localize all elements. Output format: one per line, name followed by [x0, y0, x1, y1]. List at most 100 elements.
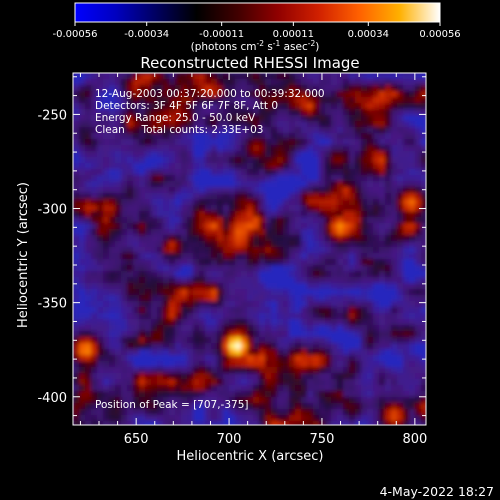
heatmap-cell — [181, 163, 188, 170]
heatmap-cell — [187, 181, 194, 188]
heatmap-cell — [187, 163, 194, 170]
heatmap-cell — [415, 421, 422, 425]
heatmap-cell — [97, 211, 104, 218]
heatmap-cell — [295, 349, 302, 356]
heatmap-cell — [337, 175, 344, 182]
heatmap-cell — [193, 301, 200, 308]
heatmap-cell — [73, 157, 80, 164]
heatmap-cell — [109, 355, 116, 362]
heatmap-cell — [127, 235, 134, 242]
heatmap-cell — [115, 229, 122, 236]
heatmap-cell — [115, 349, 122, 356]
heatmap-cell — [409, 373, 416, 380]
heatmap-cell — [175, 139, 182, 146]
heatmap-cell — [409, 367, 416, 374]
heatmap-cell — [145, 193, 152, 200]
heatmap-cell — [283, 349, 290, 356]
heatmap-cell — [409, 271, 416, 278]
heatmap-cell — [103, 253, 110, 260]
heatmap-cell — [343, 115, 350, 122]
heatmap-cell — [277, 391, 284, 398]
heatmap-cell — [103, 229, 110, 236]
heatmap-cell — [235, 403, 242, 410]
heatmap-cell — [163, 217, 170, 224]
heatmap-cell — [265, 211, 272, 218]
heatmap-cell — [331, 247, 338, 254]
heatmap-cell — [187, 235, 194, 242]
heatmap-cell — [391, 187, 398, 194]
heatmap-cell — [97, 421, 104, 425]
heatmap-cell — [397, 133, 404, 140]
heatmap-cell — [301, 253, 308, 260]
heatmap-cell — [283, 397, 290, 404]
heatmap-cell — [193, 175, 200, 182]
heatmap-cell — [205, 145, 212, 152]
heatmap-cell — [349, 229, 356, 236]
heatmap-cell — [409, 91, 416, 98]
heatmap-cell — [169, 97, 176, 104]
heatmap-cell — [253, 343, 260, 350]
heatmap-cell — [133, 85, 140, 92]
heatmap-cell — [97, 367, 104, 374]
heatmap-cell — [193, 385, 200, 392]
heatmap-cell — [313, 127, 320, 134]
heatmap-cell — [85, 157, 92, 164]
heatmap-cell — [259, 79, 266, 86]
heatmap-cell — [211, 205, 218, 212]
heatmap-cell — [235, 421, 242, 425]
heatmap-cell — [151, 409, 158, 416]
heatmap-cell — [349, 169, 356, 176]
heatmap-cell — [355, 337, 362, 344]
heatmap-cell — [175, 397, 182, 404]
heatmap-cell — [403, 349, 410, 356]
heatmap-cell — [181, 211, 188, 218]
heatmap-cell — [139, 379, 146, 386]
heatmap-cell — [181, 223, 188, 230]
heatmap-cell — [415, 253, 422, 260]
heatmap-cell — [355, 91, 362, 98]
heatmap-cell — [187, 133, 194, 140]
heatmap-cell — [193, 133, 200, 140]
heatmap-cell — [97, 169, 104, 176]
heatmap-cell — [331, 307, 338, 314]
heatmap-cell — [223, 229, 230, 236]
heatmap-cell — [283, 271, 290, 278]
heatmap-cell — [343, 379, 350, 386]
heatmap-cell — [235, 247, 242, 254]
heatmap-cell — [187, 307, 194, 314]
heatmap-cell — [121, 85, 128, 92]
heatmap-cell — [247, 337, 254, 344]
heatmap-cell — [241, 277, 248, 284]
heatmap-cell — [421, 391, 426, 398]
heatmap-cell — [199, 349, 206, 356]
heatmap-cell — [133, 247, 140, 254]
heatmap-cell — [163, 415, 170, 422]
heatmap-cell — [337, 259, 344, 266]
heatmap-cell — [151, 271, 158, 278]
heatmap-cell — [121, 211, 128, 218]
heatmap-cell — [343, 265, 350, 272]
heatmap-cell — [223, 79, 230, 86]
heatmap-cell — [103, 361, 110, 368]
heatmap-cell — [139, 307, 146, 314]
heatmap-cell — [139, 343, 146, 350]
heatmap-cell — [193, 307, 200, 314]
heatmap-cell — [163, 397, 170, 404]
heatmap-cell — [325, 253, 332, 260]
heatmap-cell — [331, 313, 338, 320]
y-tick-label: -400 — [37, 391, 67, 406]
heatmap-cell — [145, 115, 152, 122]
heatmap-cell — [235, 301, 242, 308]
heatmap-cell — [355, 409, 362, 416]
heatmap-cell — [373, 271, 380, 278]
heatmap-cell — [259, 319, 266, 326]
heatmap-cell — [421, 211, 426, 218]
heatmap-cell — [73, 403, 80, 410]
heatmap-cell — [85, 337, 92, 344]
heatmap-cell — [415, 229, 422, 236]
heatmap-cell — [127, 373, 134, 380]
heatmap-cell — [355, 175, 362, 182]
heatmap-cell — [169, 241, 176, 248]
heatmap-cell — [121, 403, 128, 410]
heatmap-cell — [205, 277, 212, 284]
